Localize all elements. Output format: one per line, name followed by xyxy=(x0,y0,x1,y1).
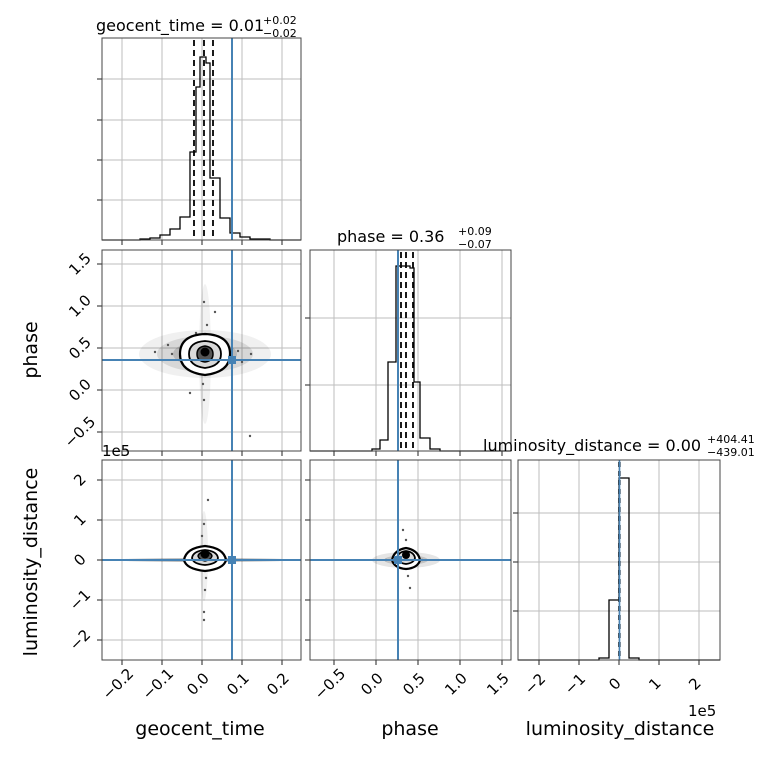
grid-phase-hist xyxy=(310,250,511,451)
title-geocent-time-lower: −0.02 xyxy=(263,27,297,40)
xtick-label-distance-3: 1 xyxy=(645,674,664,693)
xtick-label-phase-3: 1.0 xyxy=(441,669,471,699)
ytick-label-distance-2: 0 xyxy=(70,550,89,569)
ytick-label-phase-4: −0.5 xyxy=(61,413,99,451)
truth-lines-geocent-time-vs-distance xyxy=(102,460,301,660)
title-geocent-time: geocent_time = 0.01 xyxy=(96,16,264,36)
xtick-label-distance-4: 2 xyxy=(685,674,704,693)
xticks-phase-vs-distance xyxy=(333,660,503,665)
xtick-label-distance-1: −1 xyxy=(561,670,589,698)
xticks-phase-hist xyxy=(333,451,503,456)
title-geocent-time-upper: +0.02 xyxy=(263,14,297,27)
xtick-label-phase-4: 1.5 xyxy=(483,669,513,699)
truth-marker-geocent-time-vs-distance xyxy=(228,556,236,564)
ytick-label-distance-1: 1 xyxy=(70,510,89,529)
quantile-lines-geocent-time xyxy=(193,40,214,240)
frame-phase-hist xyxy=(309,249,512,452)
xtick-label-distance-0: −2 xyxy=(521,670,549,698)
panel-phase-vs-distance: −0.5 0.0 0.5 1.0 1.5 phase xyxy=(305,459,513,740)
contours-geocent-time-vs-distance xyxy=(102,544,301,573)
quantile-lines-phase xyxy=(400,252,414,451)
histogram-phase xyxy=(310,265,511,452)
yticks-phase-vs-distance xyxy=(305,479,310,641)
truth-lines-geocent-time-vs-phase xyxy=(102,250,301,451)
xticks-geocent-time-hist xyxy=(121,240,283,245)
contours-phase-vs-distance xyxy=(310,546,511,571)
title-phase-lower: −0.07 xyxy=(458,238,492,251)
xtick-label-geocent-time-3: 0.1 xyxy=(223,669,253,699)
truth-marker-geocent-time-vs-phase xyxy=(228,356,236,364)
panel-distance-hist: luminosity_distance = 0.00 +404.41 −439.… xyxy=(483,433,755,740)
yticks-geocent-time-vs-phase xyxy=(97,263,102,433)
xticks-geocent-time-vs-distance xyxy=(121,660,283,665)
xtick-labels-geocent-time: −0.2 −0.1 0.0 0.1 0.2 xyxy=(99,665,293,703)
title-luminosity-distance: luminosity_distance = 0.00 xyxy=(483,436,701,456)
truth-marker-phase-vs-distance xyxy=(394,556,402,564)
xticks-geocent-time-vs-phase xyxy=(121,451,283,456)
ylabel-luminosity-distance: luminosity_distance xyxy=(20,468,42,657)
xtick-label-geocent-time-4: 0.2 xyxy=(263,669,293,699)
panel-geocent-time-hist: geocent_time = 0.01 +0.02 −0.02 xyxy=(96,14,302,245)
truth-lines-phase-vs-distance xyxy=(310,460,511,660)
ytick-label-distance-4: −2 xyxy=(66,626,94,654)
frame-phase-vs-distance xyxy=(309,459,512,661)
xtick-label-geocent-time-2: 0.0 xyxy=(183,669,213,699)
frame-geocent-time-vs-distance xyxy=(101,459,302,661)
title-luminosity-distance-lower: −439.01 xyxy=(707,446,755,459)
ytick-labels-distance: 2 1 0 −1 −2 xyxy=(66,470,94,654)
yticks-geocent-time-vs-distance xyxy=(97,479,102,641)
ylabel-phase: phase xyxy=(20,321,42,378)
xlabel-luminosity-distance: luminosity_distance xyxy=(526,718,715,740)
ytick-label-phase-0: 1.5 xyxy=(65,249,95,279)
title-luminosity-distance-upper: +404.41 xyxy=(707,433,755,446)
title-phase: phase = 0.36 xyxy=(337,227,444,246)
ytick-label-phase-1: 1.0 xyxy=(65,291,95,321)
ytick-label-distance-0: 2 xyxy=(70,470,89,489)
xtick-label-distance-2: 0 xyxy=(605,674,624,693)
panel-geocent-time-vs-distance: 1e5 2 1 0 −1 −2 luminosity_distance −0.2… xyxy=(20,442,302,740)
ytick-label-distance-3: −1 xyxy=(66,586,94,614)
xtick-label-geocent-time-1: −0.1 xyxy=(139,665,177,703)
panel-phase-hist: phase = 0.36 +0.09 −0.07 xyxy=(305,225,512,456)
xtick-label-phase-1: 0.0 xyxy=(357,669,387,699)
ytick-label-phase-3: 0.0 xyxy=(65,375,95,405)
grid-geocent-time-vs-phase xyxy=(102,250,301,451)
xlabel-geocent-time: geocent_time xyxy=(135,718,264,740)
histogram-geocent-time xyxy=(102,56,301,241)
xtick-label-phase-2: 0.5 xyxy=(399,669,429,699)
xtick-label-phase-0: −0.5 xyxy=(311,665,349,703)
frame-distance-hist xyxy=(517,459,721,661)
panel-geocent-time-vs-phase: 1.5 1.0 0.5 0.0 −0.5 phase xyxy=(20,249,302,456)
frame-geocent-time-vs-phase xyxy=(101,249,302,452)
contours-geocent-time-vs-phase xyxy=(178,332,232,377)
frame-geocent-time-hist xyxy=(101,37,302,241)
grid-geocent-time-hist xyxy=(102,38,301,240)
offset-label-distance-y: 1e5 xyxy=(102,442,130,460)
xtick-label-geocent-time-0: −0.2 xyxy=(99,665,137,703)
title-phase-upper: +0.09 xyxy=(458,225,492,238)
xtick-labels-phase: −0.5 0.0 0.5 1.0 1.5 xyxy=(311,665,513,703)
ytick-labels-phase: 1.5 1.0 0.5 0.0 −0.5 xyxy=(61,249,99,451)
xtick-labels-luminosity-distance: −2 −1 0 1 2 xyxy=(521,670,705,698)
yticks-distance-hist xyxy=(513,512,518,612)
yticks-geocent-time-hist xyxy=(97,78,102,201)
ytick-label-phase-2: 0.5 xyxy=(65,333,95,363)
xlabel-phase: phase xyxy=(381,718,438,740)
offset-label-distance-x: 1e5 xyxy=(688,702,716,720)
xticks-distance-hist xyxy=(538,660,700,665)
yticks-phase-hist xyxy=(305,317,310,386)
